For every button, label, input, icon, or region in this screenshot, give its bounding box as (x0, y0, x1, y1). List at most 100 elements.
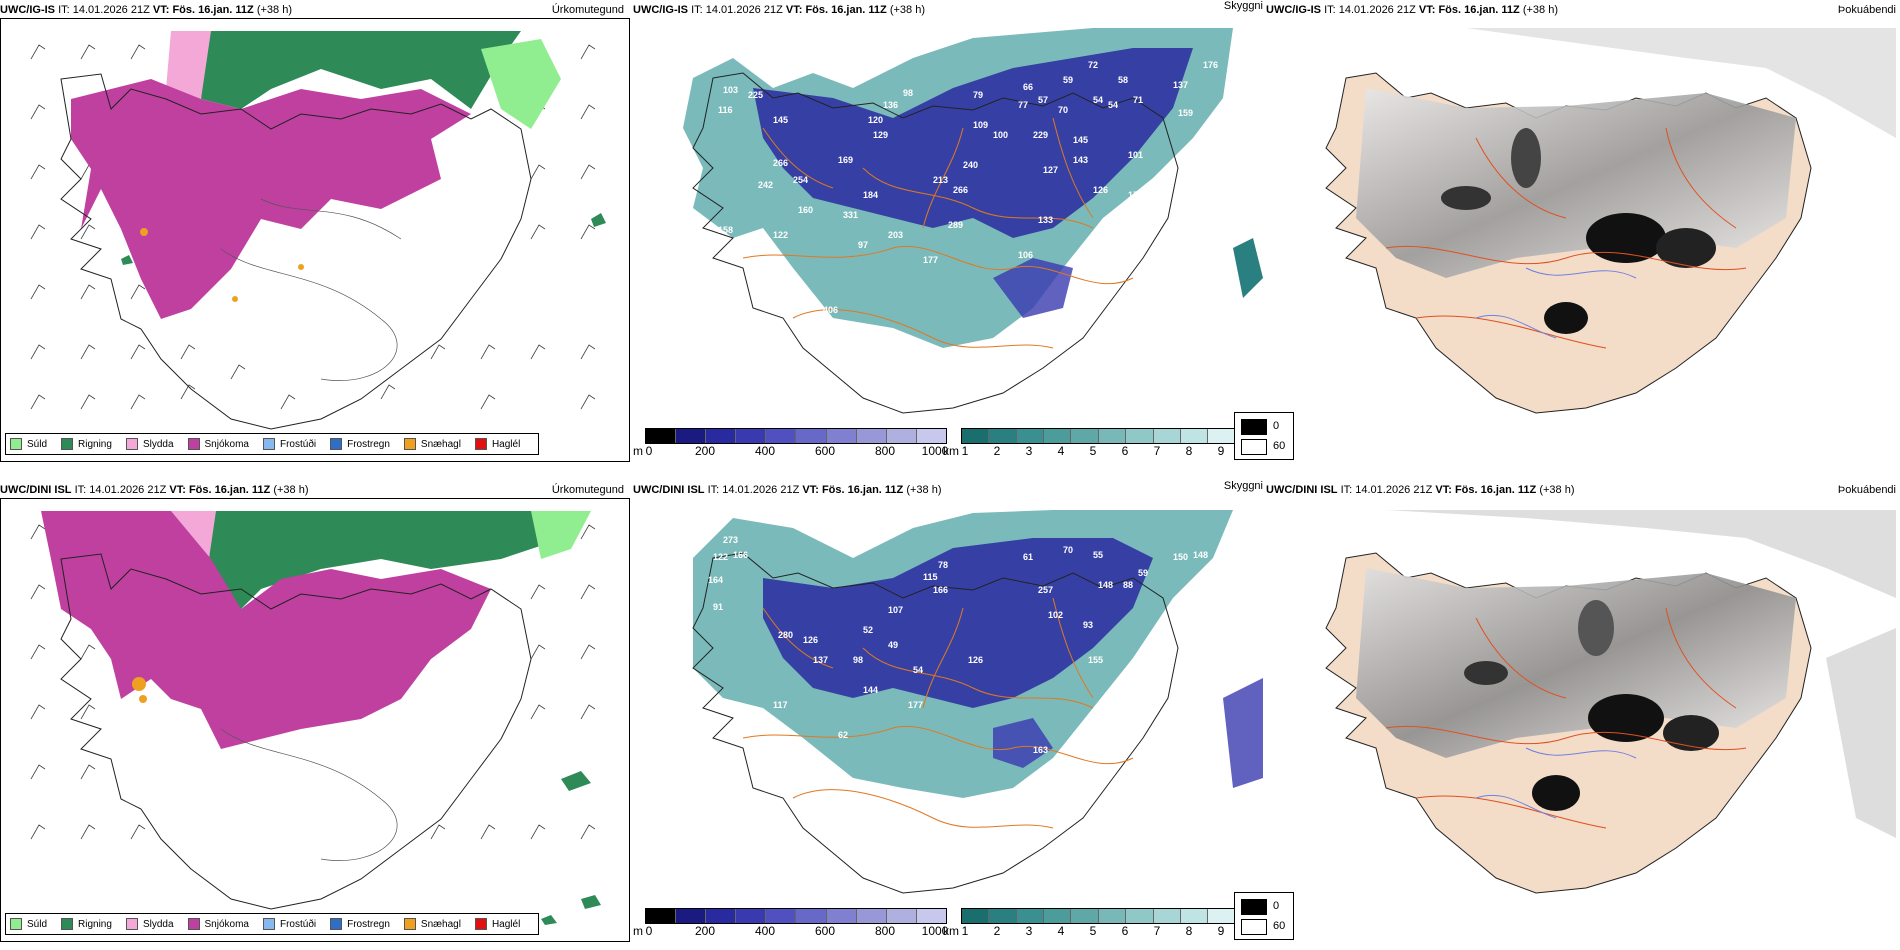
ceiling-label: 120 (868, 115, 883, 125)
ceiling-label: 72 (1088, 60, 1098, 70)
legend-item: Súld (10, 918, 47, 930)
tick-label: 5 (1089, 924, 1097, 938)
tick-label: 2 (993, 444, 1001, 458)
tick-label: 2 (993, 924, 1001, 938)
colorbar-swatch (796, 429, 827, 443)
ceiling-label: 145 (773, 115, 788, 125)
legend-swatch (61, 438, 74, 450)
colorbar-swatch (1098, 429, 1127, 443)
visibility-colorbar (961, 428, 1263, 444)
ceiling-label: 242 (758, 180, 773, 190)
ceiling-label: 57 (1038, 95, 1048, 105)
tick-label: 0 (645, 444, 653, 458)
legend-item: Slydda (125, 438, 174, 450)
ceiling-label: 129 (873, 130, 888, 140)
colorbar-swatch (796, 909, 827, 923)
tick-label: 3 (1025, 924, 1033, 938)
ceiling-label: 70 (1063, 545, 1073, 555)
panel-title: UWC/DINI ISL IT: 14.01.2026 21Z VT: Fös.… (633, 484, 942, 496)
legend-swatch (61, 918, 74, 930)
ceiling-label: 61 (1023, 552, 1033, 562)
ceiling-label: 102 (1048, 610, 1063, 620)
tick-label: 8 (1185, 444, 1193, 458)
tick-label: 9 (1217, 924, 1225, 938)
panel-variable-name: Skyggni (1223, 480, 1263, 492)
ceiling-label: 229 (1033, 130, 1048, 140)
colorbar-swatch (989, 429, 1017, 443)
tick-label: 9 (1217, 444, 1225, 458)
ceiling-label: 59 (1063, 75, 1073, 85)
ceiling-label: 58 (1118, 75, 1128, 85)
legend-swatch (187, 918, 200, 930)
ceiling-colorbar (645, 908, 947, 924)
tick-label: 800 (874, 444, 896, 458)
ceiling-label: 155 (1088, 655, 1103, 665)
tick-label: 200 (694, 924, 716, 938)
ceiling-label: 115 (923, 572, 938, 582)
ceiling-label: 148 (1193, 550, 1208, 560)
fog-legend-label: 60 (1273, 920, 1286, 932)
ceiling-label: 70 (1058, 105, 1068, 115)
legend-item: Frostúði (262, 918, 316, 930)
tick-label: 6 (1121, 924, 1129, 938)
tick-label: 4 (1057, 444, 1065, 458)
colorbar-swatch (886, 909, 917, 923)
ceiling-label: 106 (1018, 250, 1033, 260)
tick-label: 200 (694, 444, 716, 458)
visibility-map: 273 122 166 164 91 78 61 70 55 59 150 14… (692, 510, 1263, 894)
ceiling-colorbar (645, 428, 947, 444)
colorbar-swatch (646, 429, 677, 443)
ceiling-label: 148 (793, 300, 808, 310)
colorbar-swatch (766, 909, 797, 923)
fog-legend-label: 0 (1273, 420, 1280, 432)
ceiling-label: 59 (1138, 568, 1148, 578)
ceiling-label: 62 (838, 730, 848, 740)
legend-swatch (10, 438, 22, 450)
legend-swatch (330, 438, 343, 450)
ceiling-label: 136 (883, 100, 898, 110)
ceiling-label: 137 (1173, 80, 1188, 90)
panel-variable-name: Úrkomutegund (551, 484, 624, 496)
precip-type-panel-bottom: UWC/DINI ISL IT: 14.01.2026 21Z VT: Fös.… (0, 480, 630, 945)
tick-label: 8 (1185, 924, 1193, 938)
colorbar-swatch (1126, 909, 1154, 923)
legend-swatch (187, 438, 200, 450)
precip-legend: Súld Rigning Slydda Snjókoma Frostúði Fr… (5, 433, 540, 455)
ceiling-label: 166 (933, 585, 948, 595)
colorbar-swatch (676, 909, 707, 923)
panel-variable-name: Úrkomutegund (551, 4, 624, 16)
visibility-ticks: 1 2 3 4 5 6 7 8 9 10 (961, 444, 1261, 458)
ceiling-label: 331 (843, 210, 858, 220)
ceiling-labels: 273 122 166 164 91 78 61 70 55 59 150 14… (708, 535, 1208, 755)
ceiling-label: 406 (823, 305, 838, 315)
legend-item: Rigning (61, 438, 112, 450)
ceiling-label: 171 (1128, 190, 1143, 200)
colorbar-swatch (1208, 429, 1236, 443)
legend-item: Snæhagl (403, 438, 461, 450)
ceiling-label: 164 (708, 575, 723, 585)
colorbar-swatch (1180, 429, 1209, 443)
tick-label: 5 (1089, 444, 1097, 458)
legend-swatch (474, 438, 487, 450)
ceiling-label: 133 (1038, 215, 1053, 225)
ceiling-label: 213 (933, 175, 948, 185)
tick-label: 0 (645, 924, 653, 938)
ceiling-label: 54 (1108, 100, 1118, 110)
ceiling-label: 78 (938, 560, 948, 570)
ceiling-label: 54 (913, 665, 923, 675)
ceiling-label: 93 (1083, 620, 1093, 630)
visibility-unit: km (943, 444, 959, 458)
colorbar-swatch (706, 909, 737, 923)
panel-variable-name: Skyggni (1223, 0, 1263, 12)
ceiling-label: 150 (1173, 552, 1188, 562)
fog-legend-swatch (1241, 919, 1267, 935)
ceiling-ticks: 0 200 400 600 800 1000 (645, 444, 949, 458)
tick-label: 600 (814, 444, 836, 458)
precip-map (30, 31, 606, 430)
fog-panel-top: UWC/IG-IS IT: 14.01.2026 21Z VT: Fös. 16… (1234, 0, 1896, 465)
colorbar-swatch (1044, 429, 1072, 443)
tick-label: 7 (1153, 444, 1161, 458)
legend-item: Rigning (61, 918, 112, 930)
fog-legend-label: 60 (1273, 440, 1286, 452)
colorbar-swatch (1126, 429, 1154, 443)
